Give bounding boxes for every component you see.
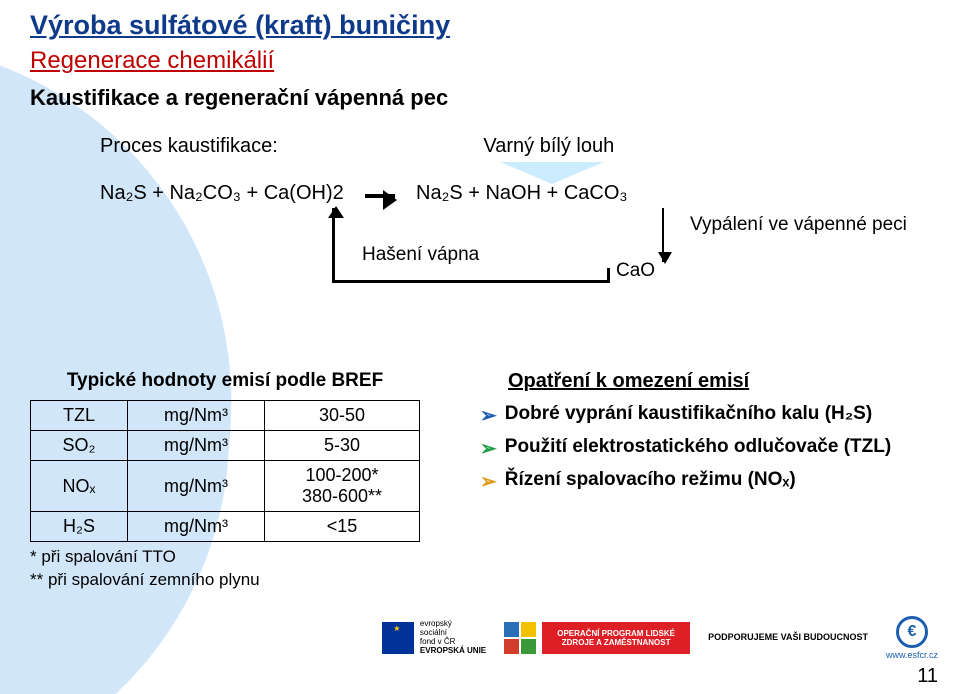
main-title: Výroba sulfátové (kraft) buničiny [30,10,930,41]
invest-text: PODPORUJEME VAŠI BUDOUCNOST [708,633,868,643]
op-text: OPERAČNÍ PROGRAM LIDSKÉ ZDROJE A ZAMĚSTN… [542,622,690,654]
op-logo: OPERAČNÍ PROGRAM LIDSKÉ ZDROJE A ZAMĚSTN… [504,622,690,654]
cell-name: TZL [31,401,128,431]
vypaleni-label: Vypálení ve vápenné peci [690,214,907,236]
page-number: 11 [917,665,938,688]
measures-title: Opatření k omezení emisí [508,370,940,393]
cell-unit: mg/Nm³ [128,512,265,542]
cell-name: SO₂ [31,431,128,461]
chevron-icon: ➢ [480,436,497,461]
table-title: Typické hodnoty emisí podle BREF [30,370,420,392]
cell-unit: mg/Nm³ [128,401,265,431]
footnote-2: ** při spalování zemního plynu [30,569,420,592]
subtitle: Regenerace chemikálií [30,47,930,75]
cell-unit: mg/Nm³ [128,461,265,512]
slide-content: Výroba sulfátové (kraft) buničiny Regene… [0,0,960,334]
esfcr-logo: € www.esfcr.cz [886,616,938,660]
cell-value: <15 [265,512,420,542]
elbow-stub [607,268,610,282]
emission-table: TZL mg/Nm³ 30-50 SO₂ mg/Nm³ 5-30 NOₓ mg/… [30,400,420,542]
arrow-vypaleni [662,208,664,262]
haseni-label: Hašení vápna [362,244,479,266]
arrow-reaction [365,194,395,198]
chevron-icon: ➢ [480,469,497,494]
footnote-1: * při spalování TTO [30,546,420,569]
table-row: H₂S mg/Nm³ <15 [31,512,420,542]
esf-text: evropský sociální fond v ČR EVROPSKÁ UNI… [420,620,486,655]
reaction-lhs: Na₂S + Na₂CO₃ + Ca(OH)2 [100,182,344,205]
esf-logo: evropský sociální fond v ČR EVROPSKÁ UNI… [382,620,486,655]
measure-text: Použití elektrostatického odlučovače (TZ… [505,436,891,458]
measures: Opatření k omezení emisí ➢ Dobré vyprání… [480,370,960,592]
process-diagram: Na₂S + Na₂CO₃ + Ca(OH)2 Na₂S + NaOH + Ca… [100,164,930,334]
table-row: TZL mg/Nm³ 30-50 [31,401,420,431]
cell-value: 100-200* 380-600** [265,461,420,512]
triangle-icon [500,162,604,184]
esfcr-icon: € [896,616,928,648]
cao-label: CaO [616,260,655,282]
cell-name: H₂S [31,512,128,542]
process-label: Proces kaustifikace: [100,135,278,157]
footnotes: * při spalování TTO ** při spalování zem… [30,546,420,592]
measure-text: Řízení spalovacího režimu (NOₓ) [505,469,796,491]
op-squares-icon [504,622,536,654]
table-row: SO₂ mg/Nm³ 5-30 [31,431,420,461]
measure-item: ➢ Dobré vyprání kaustifikačního kalu (H₂… [480,403,940,428]
esf-line: EVROPSKÁ UNIE [420,647,486,656]
chevron-icon: ➢ [480,403,497,428]
cell-value: 30-50 [265,401,420,431]
cell-value: 5-30 [265,431,420,461]
reaction-rhs: Na₂S + NaOH + CaCO₃ [416,182,628,205]
measure-item: ➢ Použití elektrostatického odlučovače (… [480,436,940,461]
eu-flag-icon [382,622,414,654]
measure-text: Dobré vyprání kaustifikačního kalu (H₂S) [505,403,872,425]
table-wrap: Typické hodnoty emisí podle BREF TZL mg/… [30,370,420,592]
section-title: Kaustifikace a regenerační vápenná pec [30,85,930,111]
bottom-columns: Typické hodnoty emisí podle BREF TZL mg/… [30,370,960,592]
varny-label: Varný bílý louh [483,135,614,157]
logo-footer: evropský sociální fond v ČR EVROPSKÁ UNI… [382,616,938,660]
invest-line: PODPORUJEME VAŠI BUDOUCNOST [708,633,868,643]
elbow-horizontal [332,280,610,283]
arrow-up [332,208,335,282]
table-row: NOₓ mg/Nm³ 100-200* 380-600** [31,461,420,512]
cell-name: NOₓ [31,461,128,512]
process-row: Proces kaustifikace: Varný bílý louh [100,135,930,158]
cell-unit: mg/Nm³ [128,431,265,461]
esfcr-url: www.esfcr.cz [886,650,938,660]
measure-item: ➢ Řízení spalovacího režimu (NOₓ) [480,469,940,494]
